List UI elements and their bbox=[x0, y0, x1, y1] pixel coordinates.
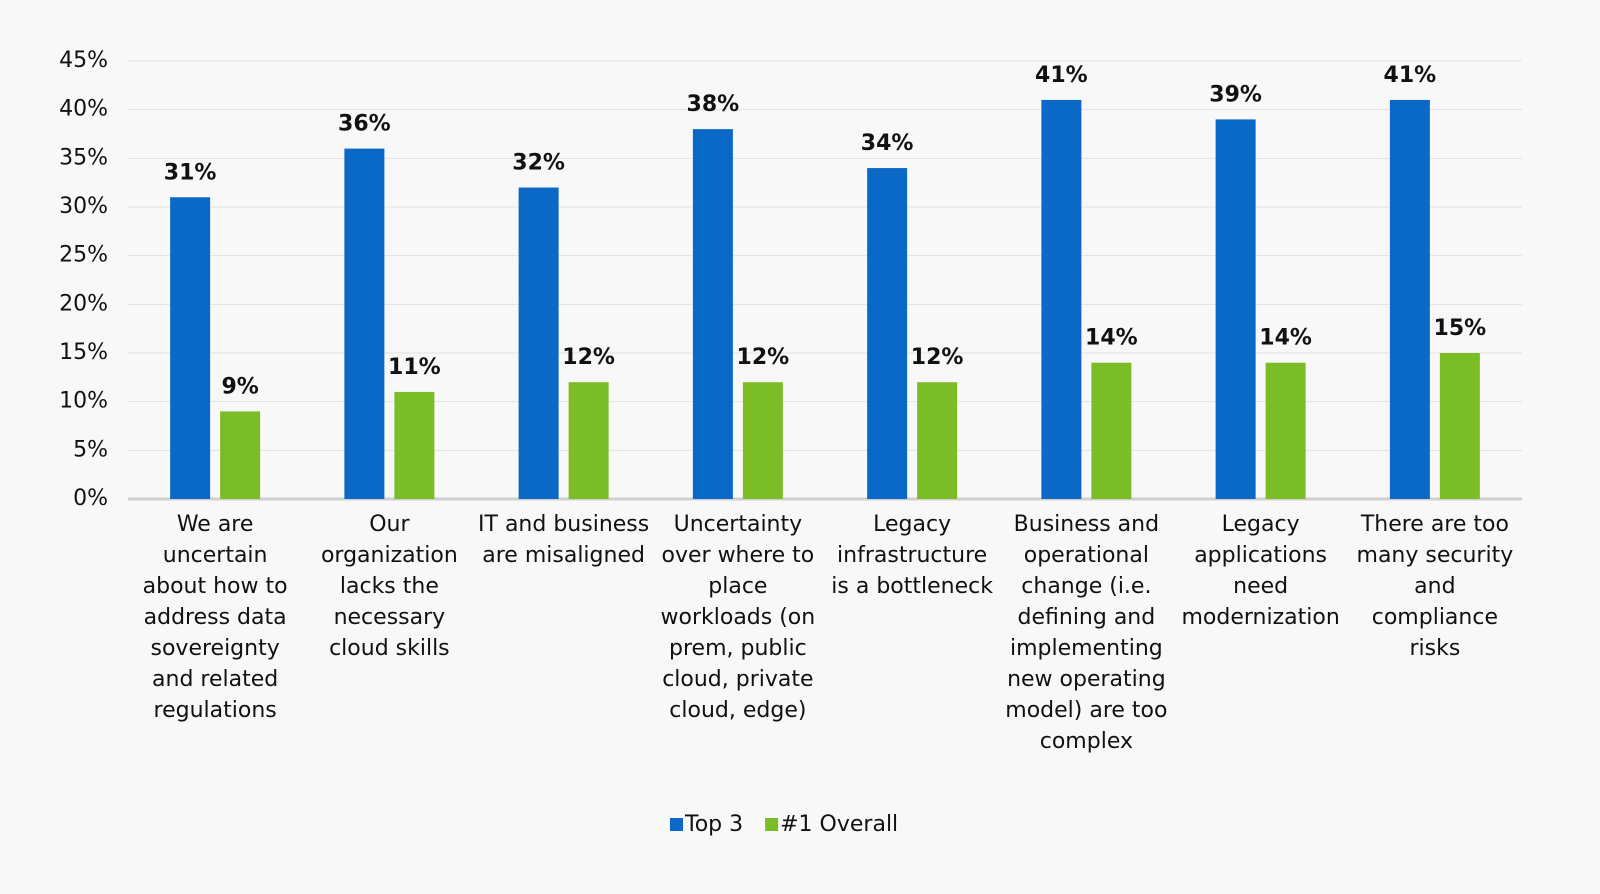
y-tick-label: 5% bbox=[73, 437, 108, 462]
bar bbox=[518, 187, 559, 500]
bar bbox=[568, 382, 609, 499]
value-label: 38% bbox=[687, 92, 740, 117]
value-label: 41% bbox=[1035, 63, 1088, 88]
value-label: 41% bbox=[1384, 63, 1437, 88]
value-label: 36% bbox=[338, 112, 391, 137]
bar bbox=[1091, 362, 1132, 499]
legend-label: #1 Overall bbox=[780, 812, 898, 837]
x-tick-label: We are uncertain about how to address da… bbox=[142, 512, 288, 723]
value-label: 12% bbox=[737, 345, 790, 370]
value-label: 31% bbox=[164, 160, 217, 185]
value-label: 12% bbox=[911, 345, 964, 370]
x-tick-label: Uncertainty over where to place workload… bbox=[660, 512, 816, 723]
bar bbox=[1215, 119, 1256, 500]
bar bbox=[867, 168, 908, 500]
y-tick-label: 40% bbox=[59, 97, 108, 122]
value-label: 9% bbox=[221, 374, 258, 399]
x-tick-label: Our organization lacks the necessary clo… bbox=[320, 512, 458, 661]
y-tick-label: 20% bbox=[59, 291, 108, 316]
y-tick-label: 30% bbox=[59, 194, 108, 219]
value-label: 39% bbox=[1209, 82, 1262, 107]
x-tick-label: Legacy infrastructure is a bottleneck bbox=[831, 512, 993, 599]
bar bbox=[1265, 362, 1306, 499]
x-tick-label: There are too many security and complian… bbox=[1356, 512, 1514, 661]
y-tick-label: 45% bbox=[59, 48, 108, 73]
value-label: 11% bbox=[388, 355, 441, 380]
bar bbox=[1439, 353, 1480, 499]
y-tick-label: 35% bbox=[59, 145, 108, 170]
bar bbox=[344, 148, 385, 499]
bar bbox=[742, 382, 783, 499]
value-label: 14% bbox=[1085, 326, 1138, 351]
y-tick-label: 10% bbox=[59, 389, 108, 414]
x-tick-label: IT and business are misaligned bbox=[478, 512, 650, 568]
legend-swatch bbox=[765, 818, 779, 831]
y-tick-label: 25% bbox=[59, 243, 108, 268]
x-tick-label: Business and operational change (i.e. de… bbox=[1005, 512, 1168, 754]
bar bbox=[394, 391, 435, 499]
y-tick-label: 0% bbox=[73, 486, 108, 511]
bar bbox=[692, 129, 733, 499]
legend-label: Top 3 bbox=[684, 812, 743, 837]
value-label: 32% bbox=[512, 151, 565, 176]
bar bbox=[170, 197, 211, 499]
y-tick-label: 15% bbox=[59, 340, 108, 365]
value-label: 34% bbox=[861, 131, 914, 156]
bar bbox=[220, 411, 261, 499]
bar bbox=[1389, 99, 1430, 499]
bar bbox=[917, 382, 958, 499]
value-label: 14% bbox=[1259, 326, 1312, 351]
bar bbox=[1041, 99, 1082, 499]
legend-swatch bbox=[670, 818, 683, 831]
value-label: 15% bbox=[1434, 316, 1487, 341]
x-tick-label: Legacy applications need modernization bbox=[1181, 512, 1340, 630]
value-label: 12% bbox=[562, 345, 615, 370]
